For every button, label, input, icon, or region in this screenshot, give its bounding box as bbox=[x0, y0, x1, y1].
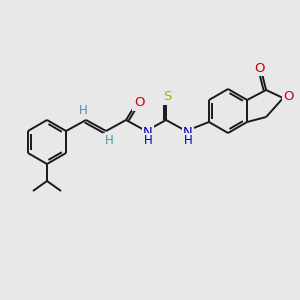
Text: N: N bbox=[183, 125, 193, 139]
Text: N: N bbox=[143, 125, 153, 139]
Text: O: O bbox=[134, 97, 144, 110]
Text: H: H bbox=[184, 134, 192, 148]
Text: H: H bbox=[144, 134, 152, 148]
Text: H: H bbox=[105, 134, 113, 148]
Text: O: O bbox=[254, 61, 264, 74]
Text: S: S bbox=[163, 91, 171, 103]
Text: H: H bbox=[79, 103, 87, 116]
Text: O: O bbox=[283, 89, 293, 103]
